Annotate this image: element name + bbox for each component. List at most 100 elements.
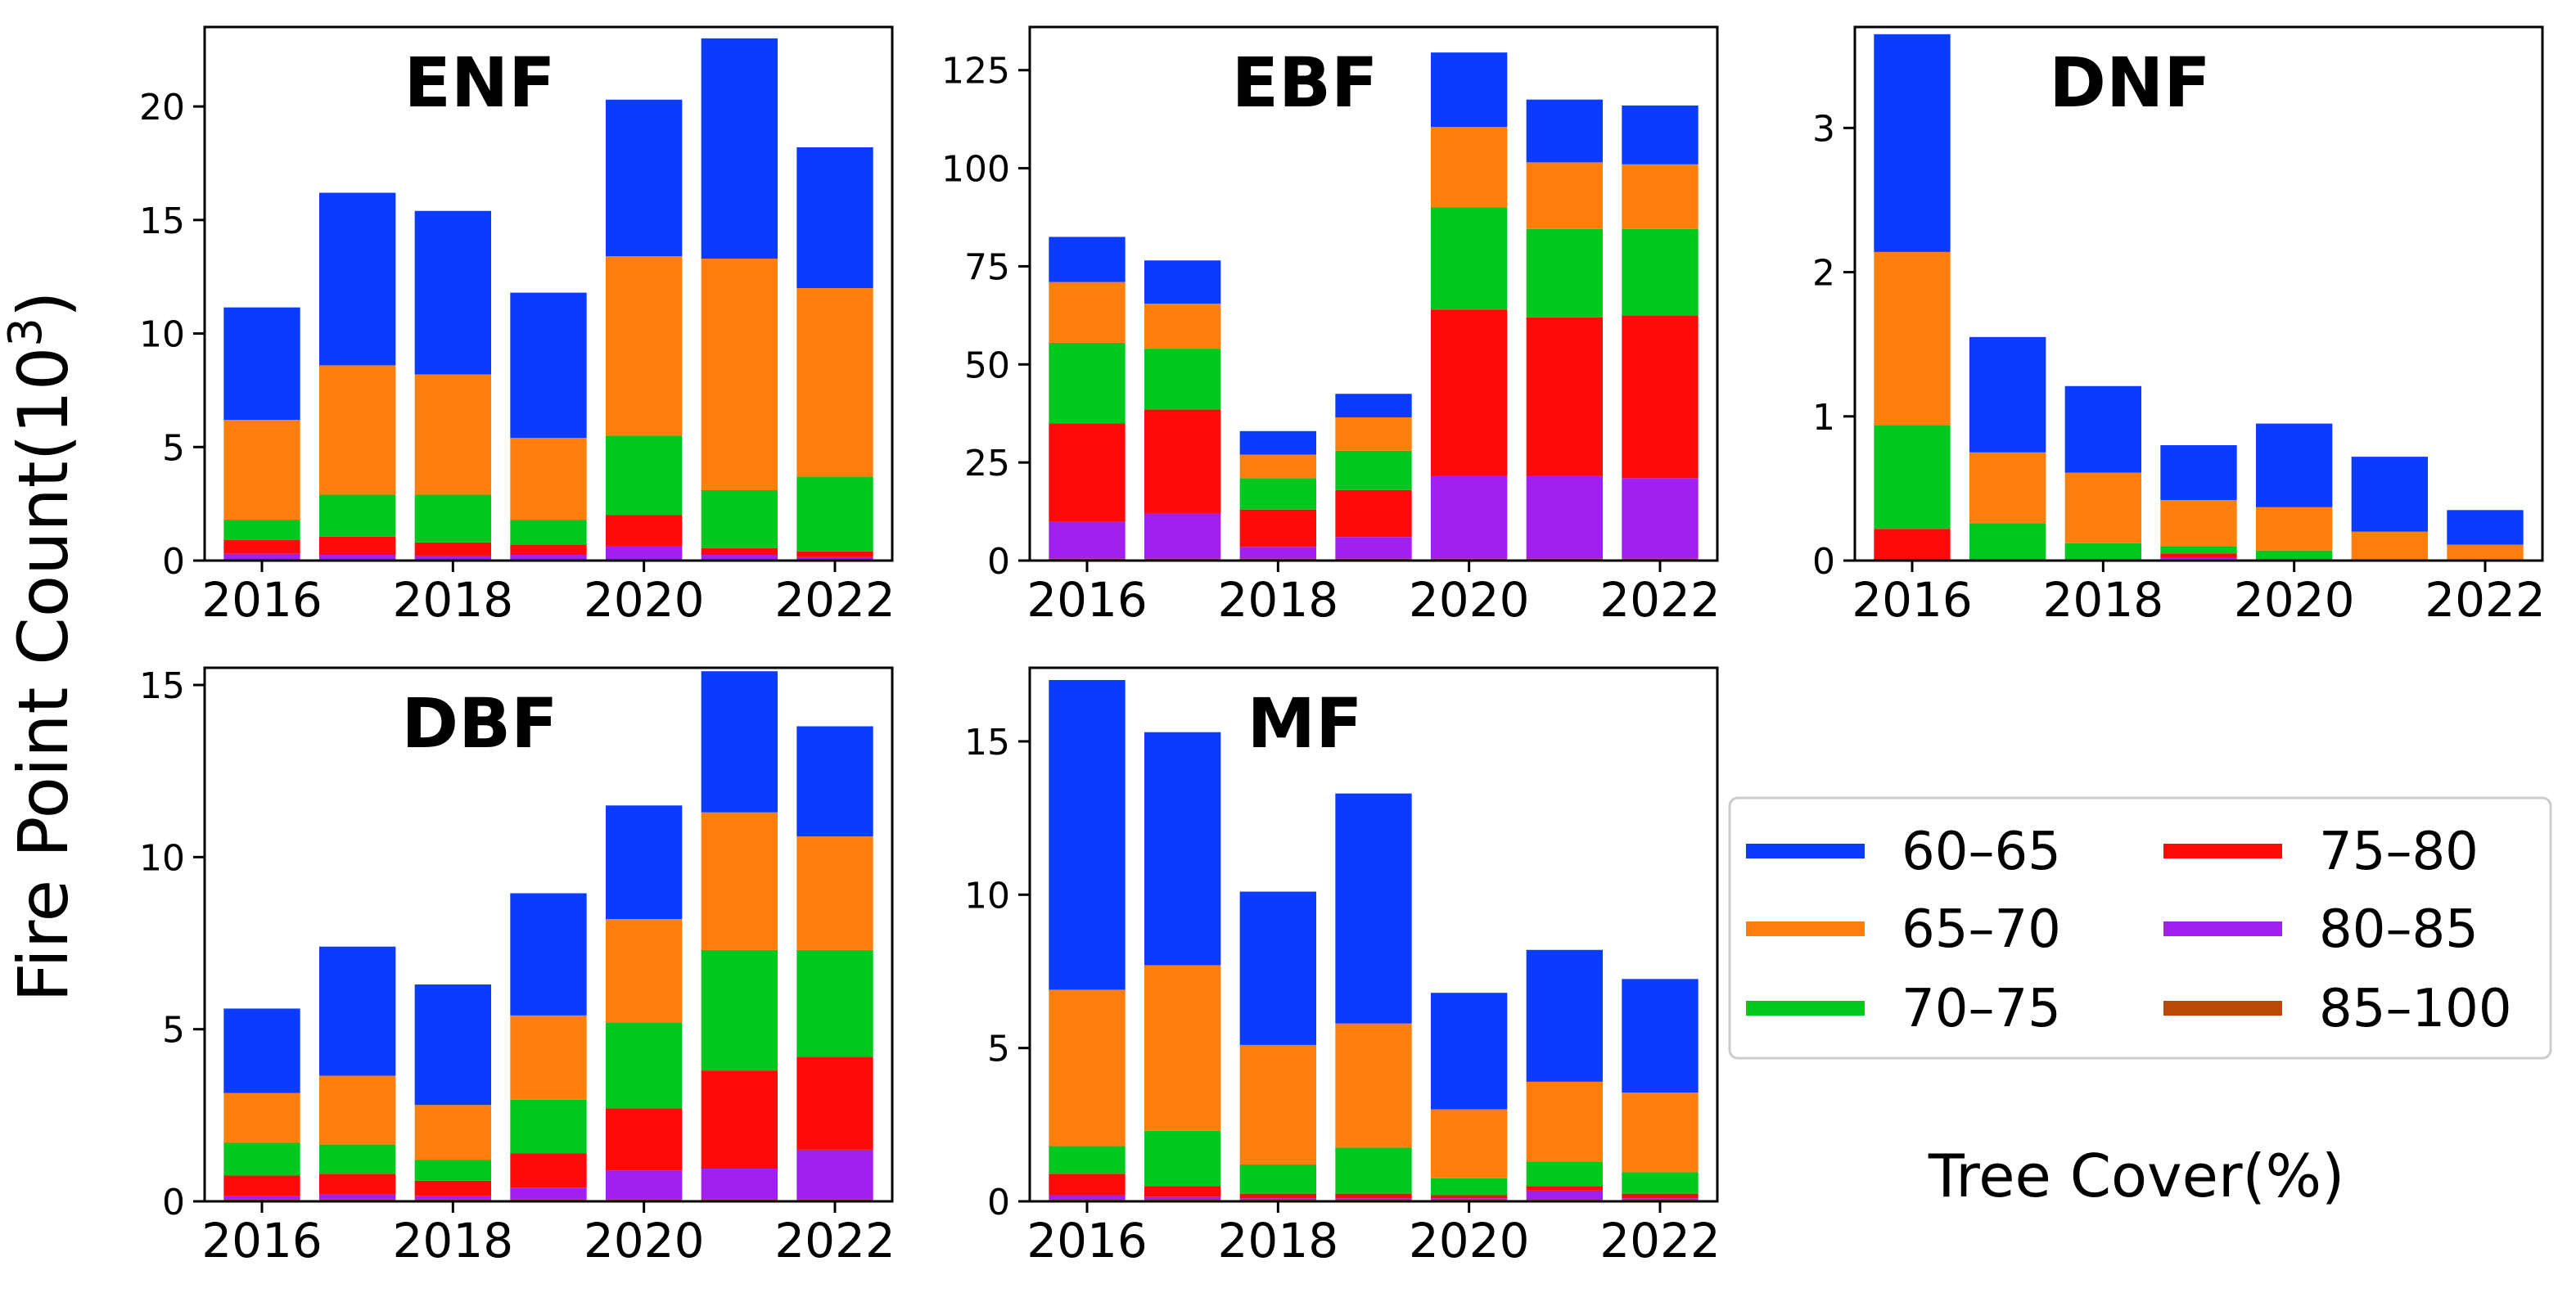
y-tick-label: 5 (987, 1029, 1010, 1070)
bar-enf-2016-80-85 (223, 553, 300, 560)
y-axis-label-text: Fire Point Count(10 (3, 347, 83, 1002)
bar-dnf-2016-60-65 (1874, 34, 1951, 252)
x-tick-label: 2020 (584, 1213, 705, 1268)
bar-enf-2022-80-85 (796, 556, 873, 560)
bar-dnf-2016-75-80 (1874, 529, 1951, 561)
legend-item: 70–75 (1746, 979, 2061, 1039)
bar-enf-2016-75-80 (223, 540, 300, 554)
bar-dbf-2016-80-85 (223, 1196, 300, 1200)
bar-ebf-2022-65-70 (1622, 164, 1699, 229)
bar-dbf-2022-75-80 (796, 1056, 873, 1150)
y-axis-label: Fire Point Count(103) (0, 291, 83, 1002)
bar-dnf-2019-65-70 (2160, 499, 2237, 547)
bar-enf-2017-75-80 (319, 536, 396, 556)
bar-enf-2022-75-80 (796, 551, 873, 557)
y-tick-label: 0 (987, 1182, 1010, 1223)
panel-ebf: 0 25 50 75 100 125 2016 2018 2020 2022 EBF (941, 25, 1721, 628)
bar-enf-2019-65-70 (510, 438, 587, 520)
bar-dbf-2021-60-65 (701, 671, 778, 813)
y-tick-label: 1 (1812, 397, 1835, 439)
legend-swatch (2163, 921, 2282, 936)
bar-mf-2019-65-70 (1335, 1023, 1412, 1148)
bar-mf-2017-60-65 (1144, 732, 1221, 966)
bar-enf-2020-75-80 (606, 515, 683, 546)
y-tick-label: 5 (162, 427, 185, 469)
y-tick-label: 25 (964, 443, 1010, 484)
bar-dbf-2021-80-85 (701, 1169, 778, 1200)
bar-dnf-2019-80-85 (2160, 557, 2237, 560)
bar-enf-2021-65-70 (701, 259, 778, 490)
legend-label: 60–65 (1902, 822, 2061, 882)
bar-ebf-2020-70-75 (1431, 207, 1508, 310)
bar-dbf-2017-70-75 (319, 1144, 396, 1174)
bar-mf-2019-60-65 (1335, 793, 1412, 1024)
bar-dnf-2021-65-70 (2351, 531, 2428, 561)
bar-enf-2017-80-85 (319, 555, 396, 560)
x-tick-label: 2020 (2234, 572, 2355, 628)
bar-dbf-2016-70-75 (223, 1142, 300, 1176)
bar-dnf-2020-60-65 (2256, 423, 2333, 507)
legend: 60–65 65–70 70–75 75–80 80–85 85–100 (1728, 796, 2552, 1060)
bar-ebf-2017-65-70 (1144, 303, 1221, 349)
bar-mf-2017-70-75 (1144, 1130, 1221, 1187)
x-tick-label: 2022 (1599, 1213, 1721, 1268)
bar-dnf-2018-60-65 (2064, 385, 2141, 473)
y-tick-label: 10 (964, 875, 1010, 917)
bar-ebf-2021-60-65 (1526, 99, 1603, 163)
bar-enf-2016-60-65 (223, 307, 300, 420)
bar-ebf-2016-80-85 (1049, 521, 1126, 559)
bar-dbf-2018-65-70 (414, 1105, 491, 1160)
bar-ebf-2021-70-75 (1526, 228, 1603, 318)
bar-ebf-2021-80-85 (1526, 475, 1603, 559)
bar-dbf-2019-70-75 (510, 1099, 587, 1154)
panel-title: EBF (1232, 43, 1378, 123)
legend-swatch (1746, 1001, 1865, 1016)
y-axis-label-close: ) (3, 291, 83, 318)
y-tick-label: 20 (139, 87, 185, 128)
bar-dnf-2017-65-70 (1969, 452, 2046, 524)
bar-ebf-2020-80-85 (1431, 475, 1508, 559)
bar-dnf-2019-75-80 (2160, 553, 2237, 558)
axes-frame (1028, 666, 1719, 1203)
legend-label: 70–75 (1902, 979, 2061, 1039)
y-tick-label: 0 (1812, 541, 1835, 583)
bar-mf-2016-70-75 (1049, 1146, 1126, 1174)
bar-dbf-2019-60-65 (510, 893, 587, 1016)
bar-ebf-2017-75-80 (1144, 409, 1221, 514)
bar-dbf-2018-75-80 (414, 1180, 491, 1196)
bar-mf-2020-60-65 (1431, 993, 1508, 1110)
bar-dnf-2017-70-75 (1969, 523, 2046, 561)
x-tick-label: 2022 (774, 1213, 896, 1268)
bar-enf-2016-70-75 (223, 520, 300, 541)
bar-enf-2017-60-65 (319, 192, 396, 366)
bar-dnf-2016-65-70 (1874, 251, 1951, 426)
y-tick-label: 5 (162, 1010, 185, 1052)
bar-mf-2016-65-70 (1049, 989, 1126, 1147)
bar-dbf-2019-65-70 (510, 1015, 587, 1100)
bar-ebf-2020-65-70 (1431, 127, 1508, 208)
bar-enf-2022-70-75 (796, 476, 873, 552)
bar-mf-2018-60-65 (1239, 891, 1316, 1045)
bar-mf-2017-75-80 (1144, 1186, 1221, 1197)
bar-dbf-2017-65-70 (319, 1075, 396, 1145)
x-tick-label: 2016 (201, 1213, 323, 1268)
bar-mf-2022-65-70 (1622, 1092, 1699, 1173)
y-tick-label: 50 (964, 345, 1010, 386)
bar-dbf-2018-70-75 (414, 1160, 491, 1181)
x-tick-label: 2022 (774, 572, 896, 628)
bar-dbf-2022-65-70 (796, 836, 873, 950)
bar-mf-2017-80-85 (1144, 1196, 1221, 1201)
panel-enf: 0 5 10 15 20 2016 2018 2020 2022 ENF (139, 25, 896, 628)
legend-item: 80–85 (2163, 899, 2479, 960)
bar-dbf-2016-75-80 (223, 1175, 300, 1196)
bar-dnf-2019-60-65 (2160, 445, 2237, 500)
axes-frame (203, 25, 894, 562)
y-tick-label: 2 (1812, 253, 1835, 295)
bar-mf-2022-70-75 (1622, 1172, 1699, 1194)
bar-mf-2019-70-75 (1335, 1147, 1412, 1194)
bar-enf-2018-70-75 (414, 494, 491, 543)
bar-dbf-2020-60-65 (606, 805, 683, 920)
bar-mf-2016-60-65 (1049, 679, 1126, 990)
bar-dbf-2018-60-65 (414, 984, 491, 1106)
